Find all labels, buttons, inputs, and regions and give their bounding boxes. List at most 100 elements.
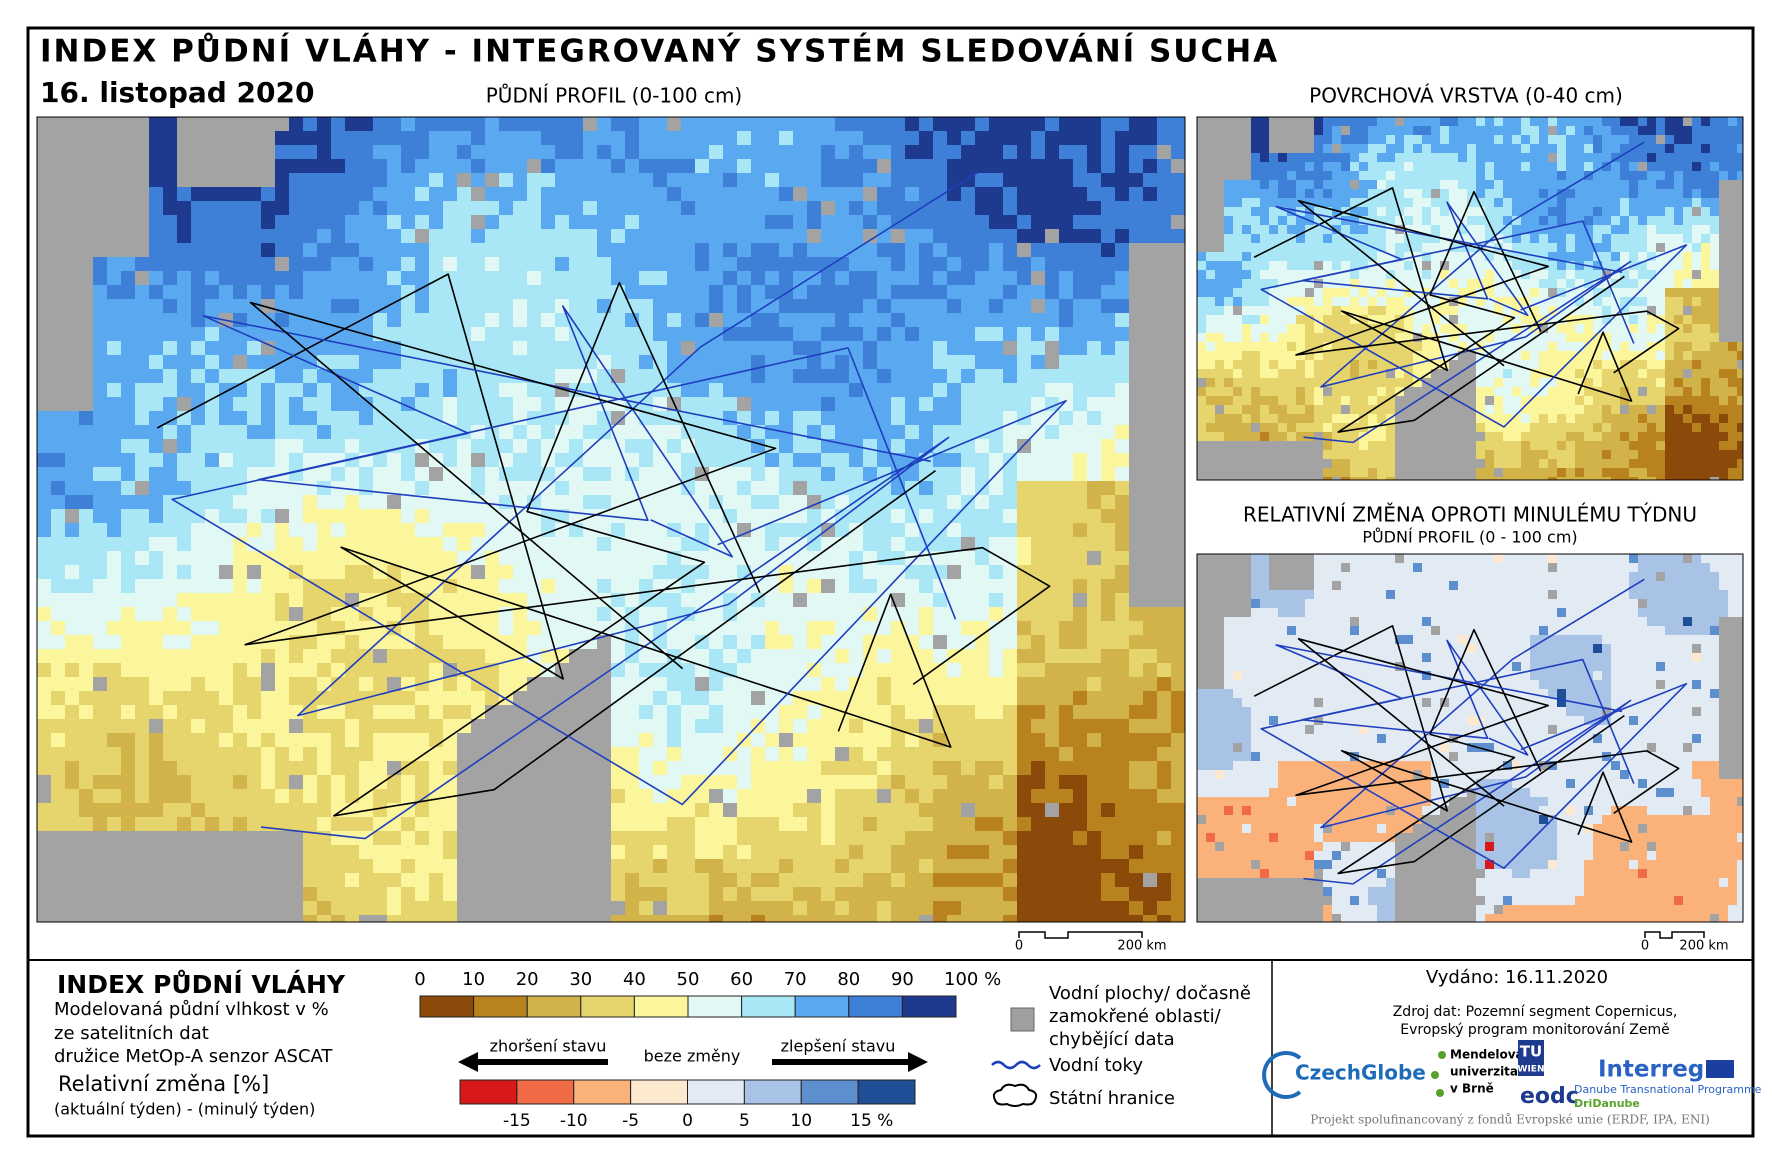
map-cell: [1440, 162, 1449, 171]
map-cell: [569, 355, 583, 369]
map-cell: [219, 243, 233, 257]
map-cell: [877, 229, 891, 243]
map-cell: [583, 159, 597, 173]
map-cell: [1323, 171, 1332, 180]
map-cell: [1593, 234, 1602, 243]
map-cell: [835, 789, 849, 803]
map-cell: [247, 201, 261, 215]
map-cell: [919, 859, 933, 873]
map-cell: [359, 873, 373, 887]
map-cell: [219, 257, 233, 271]
map-cell: [611, 229, 625, 243]
map-cell: [1647, 234, 1656, 243]
map-cell: [653, 761, 667, 775]
map-cell: [415, 775, 429, 789]
map-cell: [1017, 747, 1031, 761]
map-cell: [961, 873, 975, 887]
map-cell: [1101, 439, 1115, 453]
map-cell: [1476, 171, 1485, 180]
map-cell: [205, 537, 219, 551]
map-cell: [261, 327, 275, 341]
map-cell: [793, 831, 807, 845]
map-cell: [121, 817, 135, 831]
map-cell: [177, 775, 191, 789]
map-cell: [345, 747, 359, 761]
map-cell: [415, 635, 429, 649]
map-cell: [1045, 117, 1059, 131]
map-cell: [93, 467, 107, 481]
map-cell: [65, 649, 79, 663]
map-cell: [765, 495, 779, 509]
map-cell: [625, 859, 639, 873]
map-cell: [1368, 144, 1377, 153]
map-cell: [401, 719, 415, 733]
map-cell: [667, 327, 681, 341]
map-cell: [611, 817, 625, 831]
map-cell: [793, 243, 807, 257]
map-cell: [1476, 153, 1485, 162]
map-cell: [1251, 198, 1260, 207]
map-cell: [1003, 145, 1017, 159]
map-cell: [891, 495, 905, 509]
map-cell: [37, 537, 51, 551]
map-cell: [1512, 162, 1521, 171]
map-cell: [429, 481, 443, 495]
map-cell: [51, 593, 65, 607]
map-cell: [961, 761, 975, 775]
map-cell: [387, 285, 401, 299]
map-cell: [639, 271, 653, 285]
map-cell: [1059, 873, 1073, 887]
map-cell: [471, 243, 485, 257]
map-cell: [1115, 341, 1129, 355]
map-cell: [205, 817, 219, 831]
map-cell: [1101, 565, 1115, 579]
map-cell: [107, 523, 121, 537]
map-cell: [233, 467, 247, 481]
map-cell: [205, 551, 219, 565]
map-cell: [905, 607, 919, 621]
map-cell: [947, 719, 961, 733]
map-cell: [163, 635, 177, 649]
map-cell: [625, 537, 639, 551]
map-cell: [373, 285, 387, 299]
map-cell: [1045, 481, 1059, 495]
map-cell: [1377, 153, 1386, 162]
map-cell: [1224, 198, 1233, 207]
map-cell: [135, 495, 149, 509]
map-cell: [555, 173, 569, 187]
map-cell: [247, 691, 261, 705]
map-cell: [1737, 153, 1743, 162]
map-cell: [1171, 201, 1185, 215]
map-cell: [723, 789, 737, 803]
map-cell: [611, 159, 625, 173]
map-cell: [331, 887, 345, 901]
map-cell: [1521, 117, 1530, 126]
map-cell: [821, 355, 835, 369]
map-cell: [401, 467, 415, 481]
map-cell: [1059, 369, 1073, 383]
map-cell: [849, 635, 863, 649]
map-cell: [737, 915, 751, 922]
map-cell: [1003, 215, 1017, 229]
map-cell: [933, 173, 947, 187]
map-cell: [1143, 677, 1157, 691]
map-cell: [611, 845, 625, 859]
map-cell: [1115, 397, 1129, 411]
map-cell: [1059, 201, 1073, 215]
map-cell: [1087, 355, 1101, 369]
map-cell: [989, 775, 1003, 789]
map-cell: [1242, 180, 1251, 189]
map-cell: [765, 537, 779, 551]
map-cell: [653, 117, 667, 131]
map-cell: [765, 789, 779, 803]
map-cell: [891, 425, 905, 439]
map-cell: [919, 733, 933, 747]
map-cell: [597, 523, 611, 537]
map-cell: [1602, 198, 1611, 207]
map-cell: [401, 859, 415, 873]
map-cell: [415, 117, 429, 131]
map-cell: [457, 565, 471, 579]
map-cell: [779, 831, 793, 845]
map-cell: [1611, 198, 1620, 207]
map-cell: [443, 817, 457, 831]
